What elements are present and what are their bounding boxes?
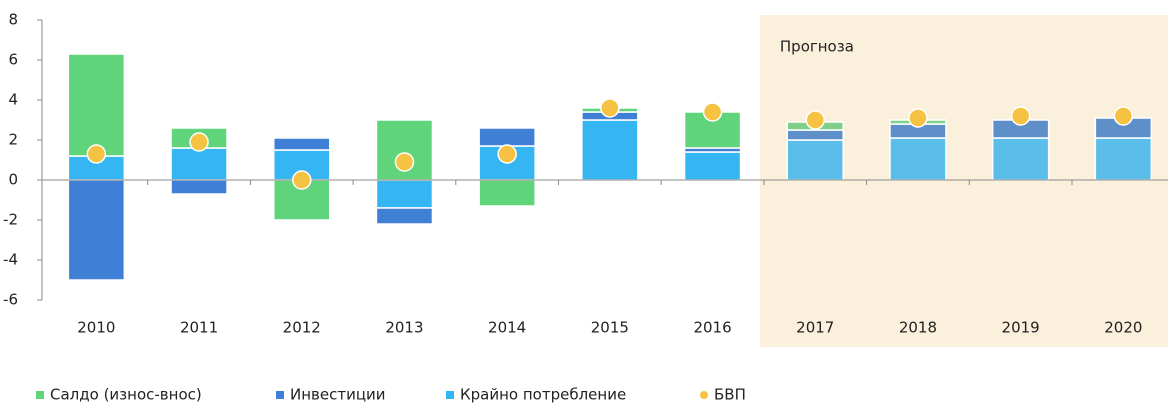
y-tick-label: -4 [3, 251, 18, 269]
legend-swatch [36, 391, 44, 399]
legend-label: Инвестиции [290, 386, 386, 404]
bar-segment [786, 139, 844, 181]
x-tick-label: 2017 [796, 319, 834, 337]
legend-swatch [446, 391, 454, 399]
bar-segment [683, 151, 742, 181]
bar-segment [889, 137, 947, 181]
gdp-dot [394, 152, 415, 172]
bar-segment [170, 179, 228, 195]
x-tick-label: 2016 [693, 319, 731, 337]
y-tick-label: -2 [3, 211, 18, 229]
bar-segment [375, 179, 434, 209]
bar-segment [478, 127, 536, 147]
bar-segment [786, 129, 844, 141]
axis-layer: -6 -4 -2 0 2 4 6 8 2010 2011 2012 2013 2014 2015 2016 2… [3, 11, 1168, 337]
bar-segment [375, 207, 434, 225]
y-tick-label: -6 [3, 291, 18, 309]
x-tick-label: 2020 [1104, 319, 1142, 337]
x-tick-label: 2015 [591, 319, 629, 337]
bar-segment [991, 137, 1050, 181]
legend-label: Салдо (износ-внос) [50, 386, 202, 404]
bar-segment [273, 137, 331, 151]
bar-segment [170, 147, 228, 181]
bar-segment [1094, 137, 1153, 181]
y-tick-label: 0 [8, 171, 18, 189]
legend: Салдо (износ-внос) Инвестиции Крайно потре… [36, 386, 746, 404]
forecast-label: Прогноза [780, 38, 854, 56]
gdp-dot [292, 170, 312, 190]
gdp-dot [1010, 106, 1031, 126]
bar-segment [273, 179, 331, 221]
gdp-dot [805, 110, 825, 130]
x-tick-label: 2011 [180, 319, 218, 337]
y-tick-label: 6 [8, 51, 18, 69]
gdp-dot [1113, 106, 1134, 126]
x-tick-label: 2018 [899, 319, 937, 337]
y-tick-label: 4 [8, 91, 18, 109]
x-tick-label: 2019 [1002, 319, 1040, 337]
bar-layer [67, 53, 1153, 281]
x-tick-label: 2013 [385, 319, 423, 337]
background-layer: Прогноза [759, 15, 1168, 347]
gdp-dot [908, 108, 928, 128]
bar-segment [478, 179, 536, 207]
legend-label: Крайно потребление [460, 386, 626, 404]
dot-layer [86, 98, 1134, 190]
legend-label: БВП [714, 386, 746, 404]
gdp-dot [497, 144, 517, 164]
y-tick-label: 8 [8, 11, 18, 29]
bar-segment [67, 179, 126, 281]
x-tick-label: 2010 [77, 319, 115, 337]
gdp-dot [600, 98, 620, 118]
forecast-region [759, 15, 1168, 347]
gdp-dot [189, 132, 209, 152]
bar-segment [581, 119, 639, 181]
bar-segment [67, 53, 126, 157]
gdp-dot [702, 102, 723, 122]
y-tick-label: 2 [8, 131, 18, 149]
x-tick-label: 2012 [283, 319, 321, 337]
legend-swatch [276, 391, 284, 399]
gdp-dot [86, 144, 107, 164]
legend-swatch [700, 391, 708, 399]
x-tick-label: 2014 [488, 319, 526, 337]
